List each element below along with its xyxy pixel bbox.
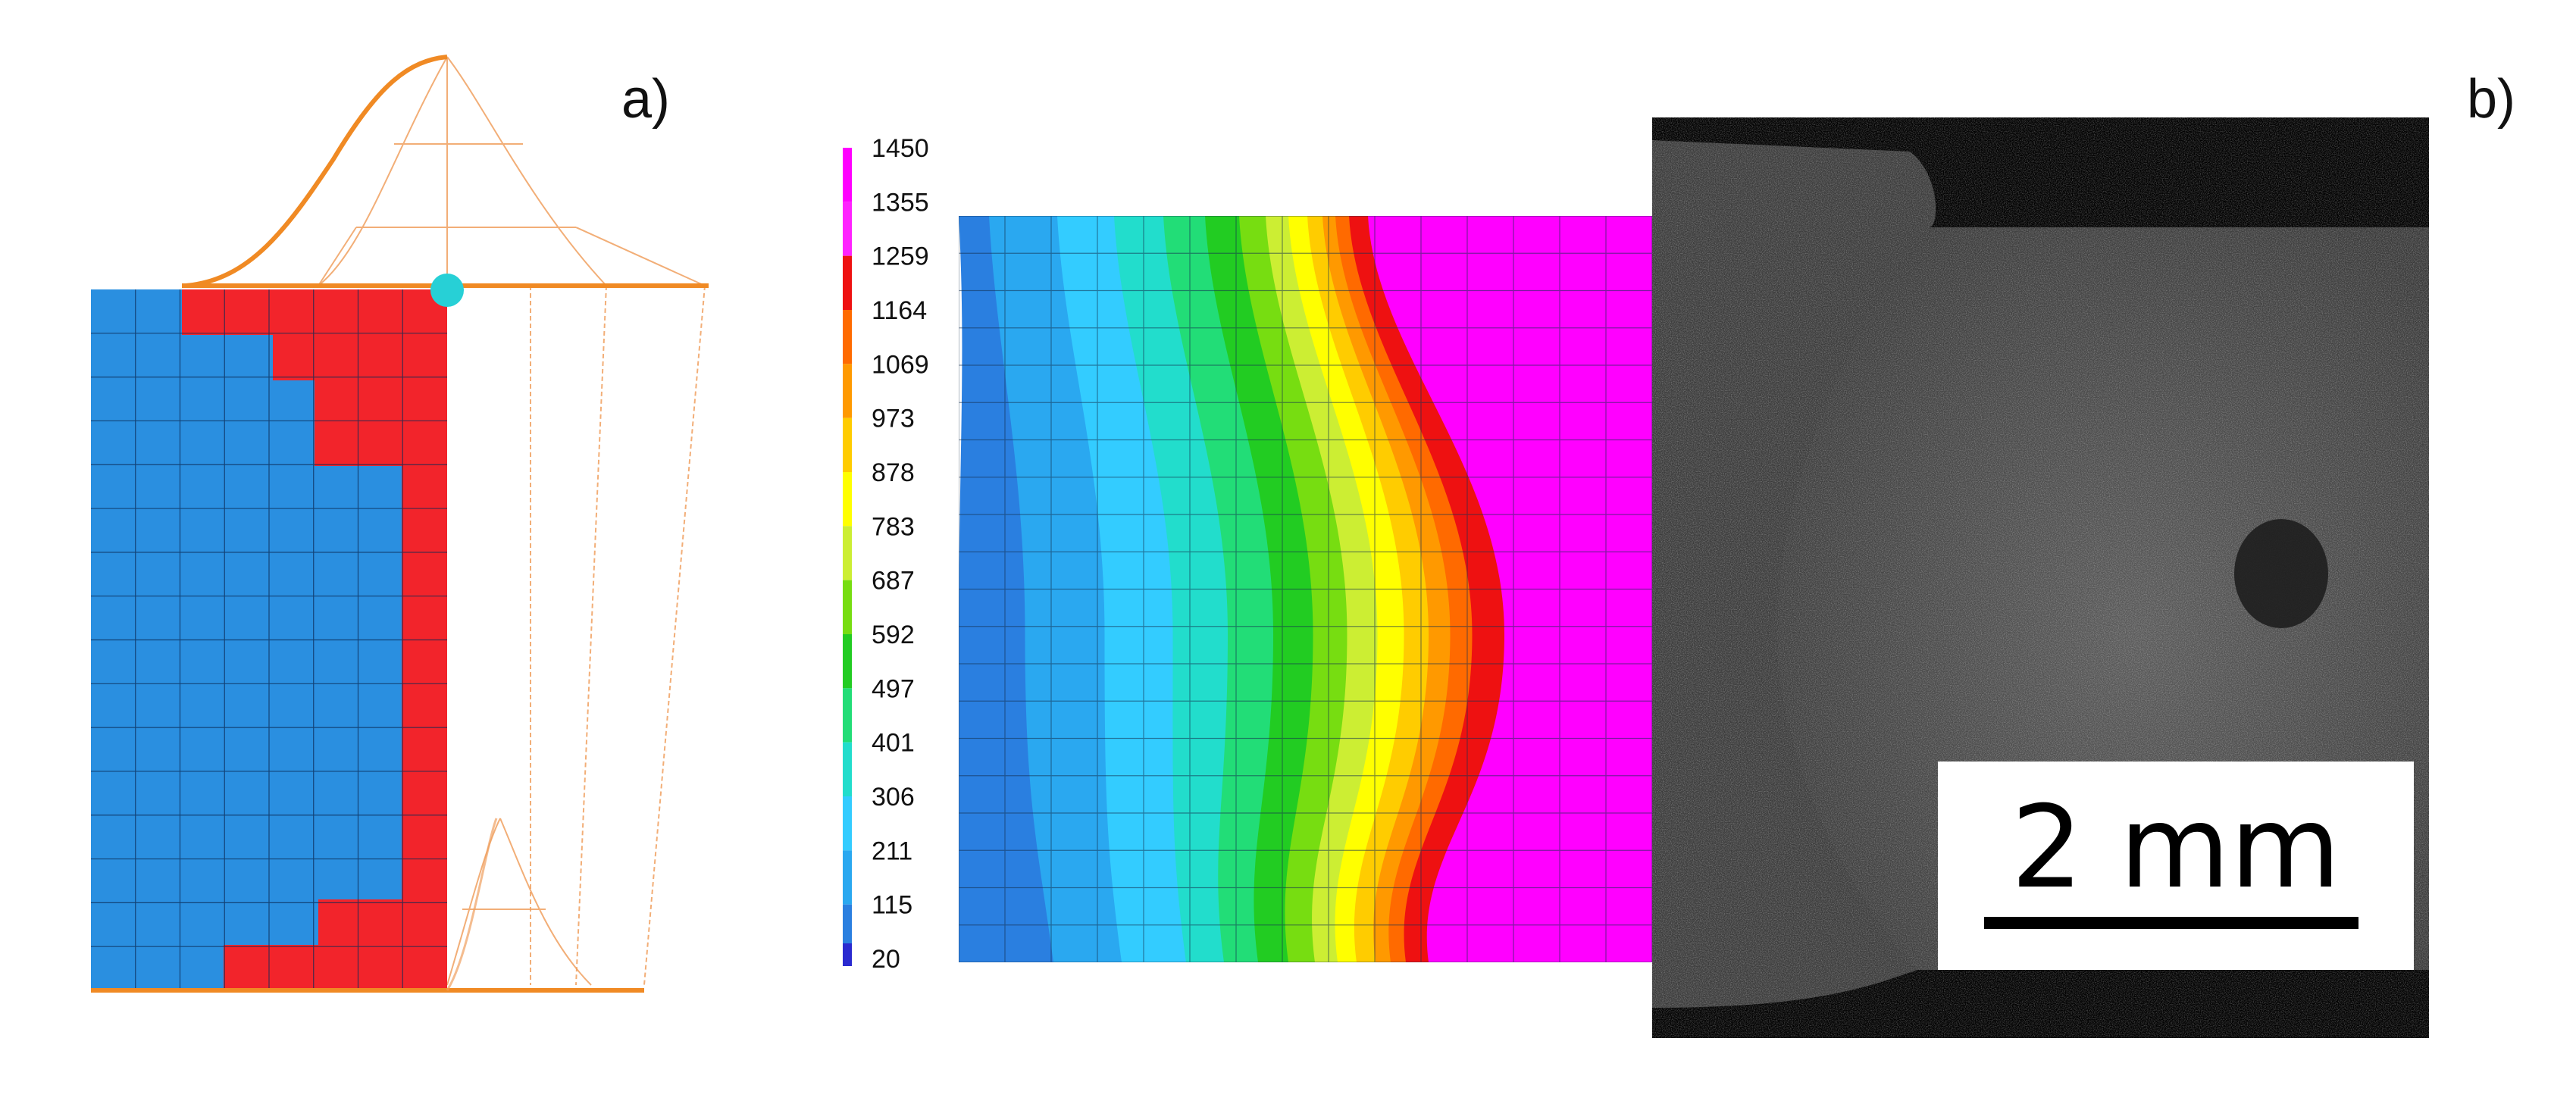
legend-value: 1355	[872, 188, 929, 217]
legend-swatch	[843, 148, 852, 202]
panel-a: a)	[91, 55, 709, 993]
legend-value: 783	[872, 512, 915, 541]
panel-b-contour: 1450 1355 1259 1164 1069 973 878 783 687 592 497 40…	[843, 134, 1652, 974]
scale-bar-label: 2 mm	[2011, 782, 2340, 914]
heat-source-top-outline	[318, 56, 706, 986]
legend-swatch	[843, 364, 852, 418]
legend-swatch	[843, 418, 852, 472]
legend-swatch	[843, 796, 852, 851]
mesh-grid-b	[959, 216, 1652, 962]
legend-value: 1450	[872, 134, 929, 163]
legend-swatch	[843, 634, 852, 689]
panel-b-micrograph: 2 mm b)	[1652, 69, 2515, 1038]
scale-bar-box	[1938, 762, 2414, 970]
legend-value: 1164	[872, 296, 927, 325]
panel-label-a: a)	[621, 69, 670, 130]
legend-value: 497	[872, 674, 915, 703]
temperature-legend-labels: 1450 1355 1259 1164 1069 973 878 783 687 592 497 40…	[872, 134, 929, 974]
legend-value: 211	[872, 837, 912, 865]
temperature-legend	[843, 148, 852, 966]
legend-value: 1259	[872, 242, 929, 271]
legend-swatch	[843, 943, 852, 966]
panel-label-b: b)	[2467, 69, 2515, 130]
legend-swatch	[843, 202, 852, 256]
legend-swatch	[843, 255, 852, 310]
legend-swatch	[843, 850, 852, 905]
legend-value: 592	[872, 621, 915, 649]
legend-value: 306	[872, 783, 915, 812]
legend-value: 687	[872, 567, 915, 596]
legend-swatch	[843, 472, 852, 527]
legend-value: 20	[872, 945, 900, 974]
legend-value: 115	[872, 891, 912, 920]
heat-source-bottom-outline	[446, 818, 592, 986]
scale-bar-line	[1984, 917, 2358, 929]
legend-value: 401	[872, 729, 915, 758]
pore-defect	[2234, 519, 2328, 628]
legend-swatch	[843, 688, 852, 743]
legend-value: 973	[872, 405, 915, 433]
legend-value: 1069	[872, 350, 929, 379]
legend-value: 878	[872, 458, 915, 487]
legend-swatch	[843, 310, 852, 364]
legend-swatch	[843, 526, 852, 580]
heat-source-marker	[430, 274, 464, 307]
legend-swatch	[843, 580, 852, 634]
mesh-grid-a	[91, 289, 447, 990]
legend-swatch	[843, 742, 852, 796]
